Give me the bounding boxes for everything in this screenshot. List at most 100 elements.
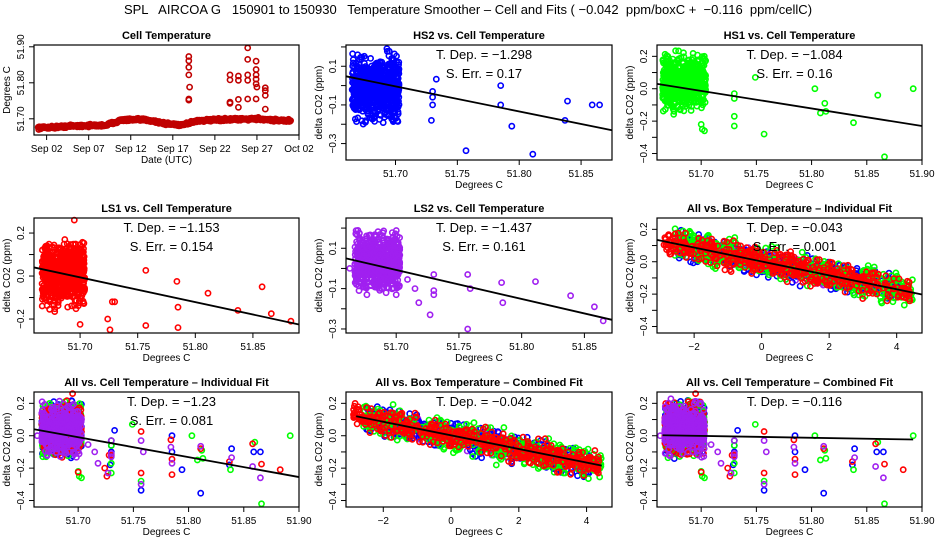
- data-point: [432, 75, 440, 83]
- data-point: [362, 117, 370, 125]
- data-point: [870, 263, 878, 271]
- y-axis-label: delta CO2 (ppm): [314, 239, 325, 313]
- data-point: [185, 71, 193, 79]
- y-axis-label: delta CO2 (ppm): [2, 239, 13, 313]
- y-tick-label: 0.2: [639, 49, 650, 63]
- x-tick-label: Sep 22: [199, 144, 231, 155]
- data-point: [358, 117, 366, 125]
- data-point: [174, 324, 182, 331]
- x-tick-label: 51.80: [183, 342, 208, 353]
- data-point: [287, 117, 294, 124]
- data-point: [357, 101, 365, 109]
- data-point: [368, 114, 376, 122]
- data-point: [588, 101, 596, 109]
- y-axis-label: delta CO2 (ppm): [314, 66, 325, 140]
- data-point: [390, 50, 398, 58]
- data-point: [351, 115, 359, 123]
- y-tick-label: 51.80: [16, 70, 27, 95]
- data-point: [389, 69, 397, 77]
- data-point: [670, 107, 678, 115]
- data-point: [252, 57, 260, 65]
- data-point: [596, 101, 603, 109]
- plot-frame: [345, 44, 613, 161]
- x-tick-label: 51.85: [240, 342, 265, 353]
- x-tick-label: 51.70: [383, 169, 408, 180]
- fit-annotation: S. Err. = 0.161: [442, 239, 525, 254]
- fit-annotation: T. Dep. = −1.153: [123, 220, 219, 235]
- data-point: [390, 61, 398, 69]
- data-point: [498, 279, 505, 286]
- data-point: [532, 278, 539, 285]
- data-point: [909, 85, 917, 93]
- y-tick-label: 51.90: [16, 34, 27, 59]
- y-tick-label: 0.2: [16, 226, 27, 240]
- data-point: [244, 56, 252, 63]
- data-point: [529, 150, 537, 158]
- x-axis-label: Date (UTC): [141, 155, 192, 166]
- data-point: [427, 117, 435, 124]
- data-point: [346, 264, 354, 272]
- x-tick-label: Sep 02: [31, 144, 63, 155]
- data-point: [384, 95, 392, 103]
- x-tick-label: 51.85: [569, 169, 594, 180]
- data-point: [173, 277, 181, 285]
- x-tick-label: 51.75: [445, 169, 470, 180]
- data-point: [730, 122, 738, 130]
- data-point: [379, 119, 387, 126]
- data-point: [672, 47, 679, 55]
- data-point: [349, 56, 357, 64]
- x-tick-label: 51.75: [744, 169, 769, 180]
- fit-annotation: T. Dep. = −1.298: [436, 47, 532, 62]
- data-point: [244, 44, 252, 52]
- plot-frame: [33, 44, 300, 136]
- data-point: [261, 105, 269, 113]
- data-point: [462, 147, 470, 155]
- data-point: [392, 291, 400, 299]
- y-tick-label: −0.2: [16, 309, 27, 329]
- data-point: [252, 66, 260, 73]
- data-point: [64, 303, 72, 311]
- fit-annotation: S. Err. = 0.154: [130, 239, 213, 254]
- data-point: [376, 59, 384, 67]
- data-point: [426, 311, 434, 319]
- data-point: [104, 315, 112, 323]
- data-point: [680, 49, 687, 57]
- data-point: [390, 104, 398, 111]
- data-point: [366, 86, 374, 94]
- data-point: [393, 117, 401, 125]
- data-point: [464, 325, 472, 333]
- y-tick-label: 0.0: [639, 81, 650, 95]
- data-point: [429, 101, 436, 109]
- y-axis-label: Degrees C: [2, 66, 13, 114]
- x-tick-label: Sep 27: [241, 144, 273, 155]
- data-point: [355, 60, 363, 68]
- x-tick-label: 51.75: [125, 342, 150, 353]
- x-tick-label: 51.85: [854, 169, 879, 180]
- data-point: [348, 96, 356, 104]
- y-tick-label: 0.1: [328, 241, 339, 255]
- data-point: [43, 302, 51, 309]
- data-point: [350, 104, 358, 112]
- y-tick-label: −0.1: [328, 278, 339, 298]
- data-point: [391, 64, 399, 72]
- data-point: [244, 71, 252, 79]
- data-point: [497, 82, 505, 89]
- x-axis-label: Degrees C: [143, 353, 191, 364]
- x-tick-label: Oct 02: [284, 144, 314, 155]
- panel-title: HS2 vs. Cell Temperature: [413, 30, 545, 42]
- data-point: [379, 101, 387, 109]
- data-point: [760, 130, 768, 138]
- fit-annotation: T. Dep. = −1.437: [436, 220, 532, 235]
- data-point: [226, 99, 234, 107]
- x-tick-label: 51.70: [689, 169, 714, 180]
- fit-line: [345, 75, 613, 132]
- data-point: [850, 119, 857, 127]
- data-point: [892, 269, 900, 277]
- data-point: [411, 285, 419, 292]
- y-tick-label: −0.3: [328, 133, 339, 153]
- data-point: [244, 95, 252, 103]
- x-tick-label: 51.90: [909, 169, 934, 180]
